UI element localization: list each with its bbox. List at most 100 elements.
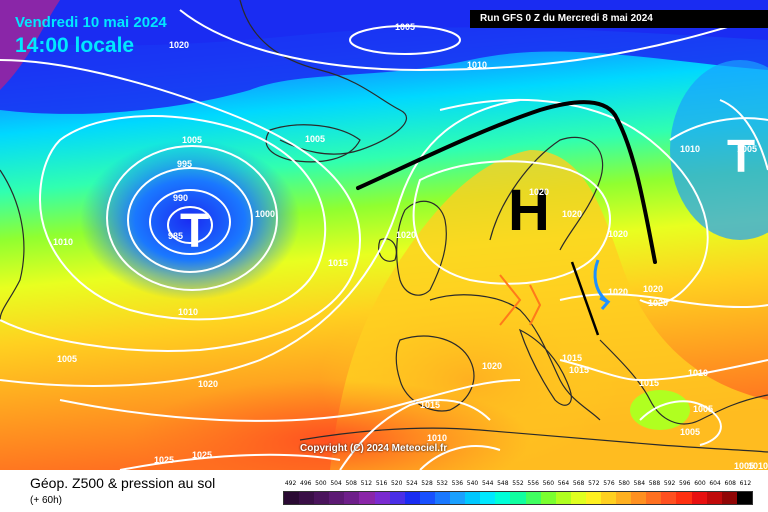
scale-swatch [329, 492, 345, 504]
scale-swatch [434, 492, 451, 504]
trough-line [570, 261, 600, 336]
isobar-label-1015-africa: 1015 [420, 400, 440, 410]
isobars [0, 9, 768, 470]
isobar-label-1000: 1000 [255, 209, 275, 219]
high-center-letter: H [508, 178, 550, 243]
isobar-1010-top [179, 9, 768, 72]
isobar-labels: 1020 1005 1010 1005 995 990 985 1000 100… [53, 22, 768, 470]
isobar-label-1020-east: 1020 [643, 284, 663, 294]
isobar-1010-atlantic [0, 59, 362, 352]
very-cold-pool [0, 0, 60, 90]
scale-label: 576 [603, 480, 615, 487]
isobar-1005-ne [719, 99, 768, 171]
isobar-label-995: 995 [177, 159, 192, 169]
scale-label: 568 [572, 480, 585, 487]
isobar-1015-balkans [559, 359, 768, 382]
coast-labrador [0, 169, 25, 321]
scale-swatch [450, 492, 466, 504]
scale-label: 596 [679, 480, 691, 487]
scale-swatch [706, 492, 722, 504]
coast-britain [396, 200, 447, 296]
isobar-label-1025-a: 1025 [154, 455, 174, 465]
isobar-label-1015-adriatic: 1015 [562, 353, 582, 363]
isobar-1005-atlantic [38, 115, 327, 321]
scale-swatch [389, 492, 405, 504]
isobar-label-1010-ne: 1010 [680, 144, 700, 154]
scale-label: 548 [497, 480, 509, 487]
isobar-label-1005-ne: 1005 [737, 144, 757, 154]
isobar-label-1005-west: 1005 [182, 135, 202, 145]
scale-swatch [736, 492, 752, 504]
isobar-label-1010-turkey: 1010 [688, 368, 708, 378]
copyright-notice: Copyright (C) 2024 Meteociel.fr [300, 443, 448, 454]
isobar-1000 [106, 145, 278, 291]
isobar-label-990: 990 [173, 193, 188, 203]
scale-swatch [570, 492, 586, 504]
hot-air-africa [130, 380, 530, 470]
atlantic-low-trough [80, 140, 300, 300]
isobar-1005-top [349, 25, 461, 55]
isobar-label-1005-cyprus: 1005 [680, 427, 700, 437]
isobar-1025-south [119, 453, 341, 470]
isobar-label-1020-scand: 1020 [529, 187, 549, 197]
scale-label: 544 [481, 480, 494, 487]
isobar-label-1015-atlantic: 1015 [328, 258, 348, 268]
scale-label: 588 [648, 480, 661, 487]
scale-label: 580 [618, 480, 630, 487]
isobar-label-1010-mid: 1010 [178, 307, 198, 317]
scale-label: 540 [466, 480, 479, 487]
isobar-label-1020-uk: 1020 [396, 230, 416, 240]
forecast-map: H T T 1020 1005 1010 1005 995 990 985 10… [0, 0, 768, 470]
scale-label: 532 [436, 480, 448, 487]
cool-pocket-aegean [630, 390, 690, 430]
scale-label: 564 [557, 480, 570, 487]
coast-iceland [265, 124, 361, 163]
isobar-label-1005-top: 1005 [395, 22, 415, 32]
scale-label: 512 [360, 480, 373, 487]
scale-swatch [661, 492, 677, 504]
coastlines [0, 0, 768, 453]
scale-swatch [510, 492, 526, 504]
scale-label: 500 [315, 480, 327, 487]
scale-swatch [525, 492, 541, 504]
scale-swatch [419, 492, 435, 504]
coast-scandinavia [489, 136, 604, 251]
isobar-1015-africa [339, 399, 491, 470]
color-scale-bar [283, 491, 753, 505]
scale-swatch [676, 492, 692, 504]
isobar-label-1020-carp: 1020 [608, 287, 628, 297]
lead-time-label: (+ 60h) [30, 495, 62, 506]
isobar-label-1005-aegean: 1005 [693, 404, 713, 414]
scale-label: 492 [284, 480, 297, 487]
scale-label: 516 [375, 480, 388, 487]
scale-label: 612 [739, 480, 752, 487]
isobar-label-1005-se: 1005 [734, 461, 754, 470]
scale-label: 584 [633, 480, 646, 487]
low-center-letter-atlantic: T [180, 205, 209, 258]
isobar-1020-high [412, 160, 611, 285]
scale-swatch [585, 492, 601, 504]
scale-swatch [721, 492, 737, 504]
map-caption: Géop. Z500 & pression au sol [30, 475, 216, 491]
isobar-label-1020-med: 1020 [482, 361, 502, 371]
isobar-label-1020-poland: 1020 [608, 229, 628, 239]
isobar-1005-aegean [639, 400, 722, 446]
scale-label: 524 [406, 480, 418, 487]
coast-italy [518, 328, 572, 406]
isobar-label-1020-south: 1020 [198, 379, 218, 389]
isobar-label-985: 985 [168, 231, 183, 241]
color-scale-labels: 492 496 500 504 508 512 516 520 524 528 532 536 540 5… [283, 480, 753, 490]
isobar-1020-east [559, 293, 768, 309]
scale-swatch [344, 492, 360, 504]
fronts [356, 100, 657, 264]
scale-label: 592 [663, 480, 676, 487]
coast-north-africa [299, 427, 768, 453]
scale-swatch [404, 492, 420, 504]
scale-swatch [555, 492, 571, 504]
scale-swatch [691, 492, 707, 504]
scale-label: 528 [421, 480, 433, 487]
isobar-label-1010-se: 1010 [748, 461, 768, 470]
isobar-label-1025-b: 1025 [192, 450, 212, 460]
isobar-995 [127, 167, 253, 273]
